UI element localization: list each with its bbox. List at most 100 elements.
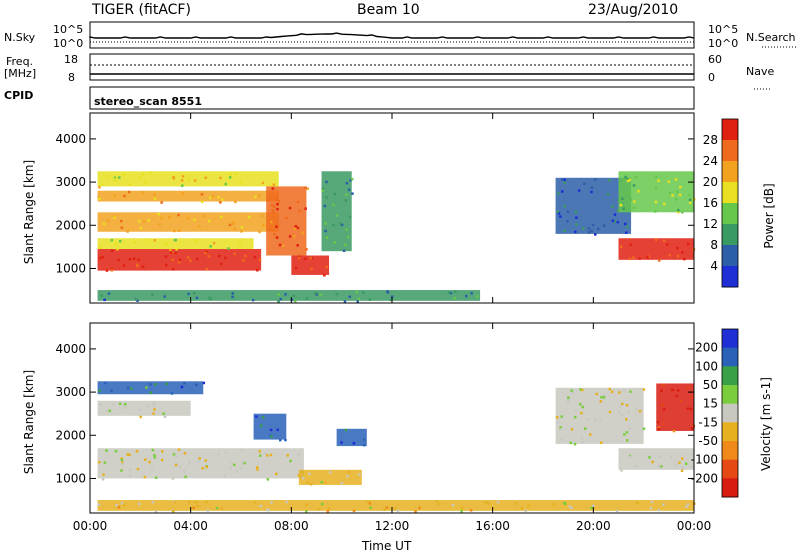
data-speckle xyxy=(271,203,274,207)
data-speckle xyxy=(389,298,393,302)
data-speckle xyxy=(297,474,301,477)
data-speckle xyxy=(563,229,566,232)
data-speckle xyxy=(153,453,156,457)
colorbar-tick-label: 100 xyxy=(695,359,718,373)
data-speckle xyxy=(100,183,104,186)
data-speckle xyxy=(628,178,631,182)
data-speckle xyxy=(357,297,361,301)
data-speckle xyxy=(223,474,226,478)
data-speckle xyxy=(149,383,152,386)
data-speckle xyxy=(335,214,339,217)
data-speckle xyxy=(224,450,227,454)
data-speckle xyxy=(224,182,227,186)
data-speckle xyxy=(286,454,289,457)
data-speckle xyxy=(198,457,201,460)
data-speckle xyxy=(335,292,339,296)
data-region-1-7 xyxy=(555,387,644,444)
colorbar-cell-0-3 xyxy=(722,182,738,204)
data-speckle xyxy=(98,460,101,464)
nsky-tick-top: 10^5 xyxy=(53,23,84,36)
data-speckle xyxy=(172,509,175,513)
data-speckle xyxy=(293,235,296,238)
data-speckle xyxy=(638,410,642,413)
data-speckle xyxy=(187,178,191,181)
data-speckle xyxy=(183,452,187,455)
data-speckle xyxy=(256,269,259,272)
data-speckle xyxy=(208,219,211,223)
data-speckle xyxy=(368,502,372,505)
nsky-tick-bottom: 10^0 xyxy=(53,37,84,50)
data-speckle xyxy=(218,254,221,258)
data-speckle xyxy=(301,476,305,480)
data-speckle xyxy=(567,396,570,399)
data-speckle xyxy=(690,453,693,456)
data-speckle xyxy=(662,408,666,411)
data-speckle xyxy=(465,294,468,298)
data-speckle xyxy=(385,506,389,509)
data-speckle xyxy=(258,450,261,453)
data-speckle xyxy=(484,501,488,504)
data-speckle xyxy=(113,176,117,180)
data-speckle xyxy=(143,220,146,223)
data-speckle xyxy=(233,463,236,467)
data-speckle xyxy=(180,385,184,389)
data-speckle xyxy=(120,457,123,460)
data-speckle xyxy=(136,467,140,471)
data-speckle xyxy=(153,239,157,242)
data-speckle xyxy=(574,230,577,234)
data-speckle xyxy=(261,416,265,419)
data-speckle xyxy=(619,203,623,207)
data-speckle xyxy=(172,177,176,180)
data-region-0-2 xyxy=(97,212,279,232)
colorbar-tick-label: -200 xyxy=(691,471,718,485)
data-speckle xyxy=(103,461,107,464)
data-speckle xyxy=(324,229,327,233)
data-speckle xyxy=(660,389,663,392)
data-speckle xyxy=(229,172,232,176)
data-speckle xyxy=(151,465,154,469)
data-speckle xyxy=(460,506,464,510)
data-speckle xyxy=(204,176,207,179)
cpid-label: CPID xyxy=(4,89,34,102)
data-speckle xyxy=(144,458,147,461)
data-speckle xyxy=(351,192,354,195)
data-region-0-5 xyxy=(266,186,307,256)
data-speckle xyxy=(678,193,682,197)
data-speckle xyxy=(284,438,287,442)
nsky-trace xyxy=(89,32,695,39)
data-speckle xyxy=(460,510,463,513)
data-speckle xyxy=(496,500,500,504)
data-speckle xyxy=(261,181,265,185)
data-speckle xyxy=(668,191,672,195)
data-region-1-2 xyxy=(97,381,204,395)
data-speckle xyxy=(183,382,186,385)
data-speckle xyxy=(674,178,678,181)
data-speckle xyxy=(449,291,453,295)
data-speckle xyxy=(317,508,321,511)
data-speckle xyxy=(152,401,155,404)
data-speckle xyxy=(117,506,121,509)
data-speckle xyxy=(242,259,245,262)
data-speckle xyxy=(174,251,177,255)
data-speckle xyxy=(627,410,631,413)
data-speckle xyxy=(120,502,124,505)
data-speckle xyxy=(686,386,689,389)
data-speckle xyxy=(100,294,103,297)
data-speckle xyxy=(258,230,261,234)
beam-label: Beam 10 xyxy=(357,2,420,18)
data-speckle xyxy=(304,257,307,260)
data-speckle xyxy=(188,500,191,503)
data-speckle xyxy=(595,392,598,396)
data-speckle xyxy=(602,394,606,398)
data-speckle xyxy=(120,219,123,223)
data-speckle xyxy=(151,293,154,296)
colorbar-frame-1 xyxy=(721,328,739,498)
data-speckle xyxy=(451,503,455,507)
data-speckle xyxy=(169,251,173,254)
data-region-0-11 xyxy=(618,171,694,213)
data-speckle xyxy=(352,442,356,445)
data-speckle xyxy=(110,269,114,272)
freq-tick-top: 18 xyxy=(64,53,78,66)
data-speckle xyxy=(649,507,653,510)
data-speckle xyxy=(608,410,612,414)
